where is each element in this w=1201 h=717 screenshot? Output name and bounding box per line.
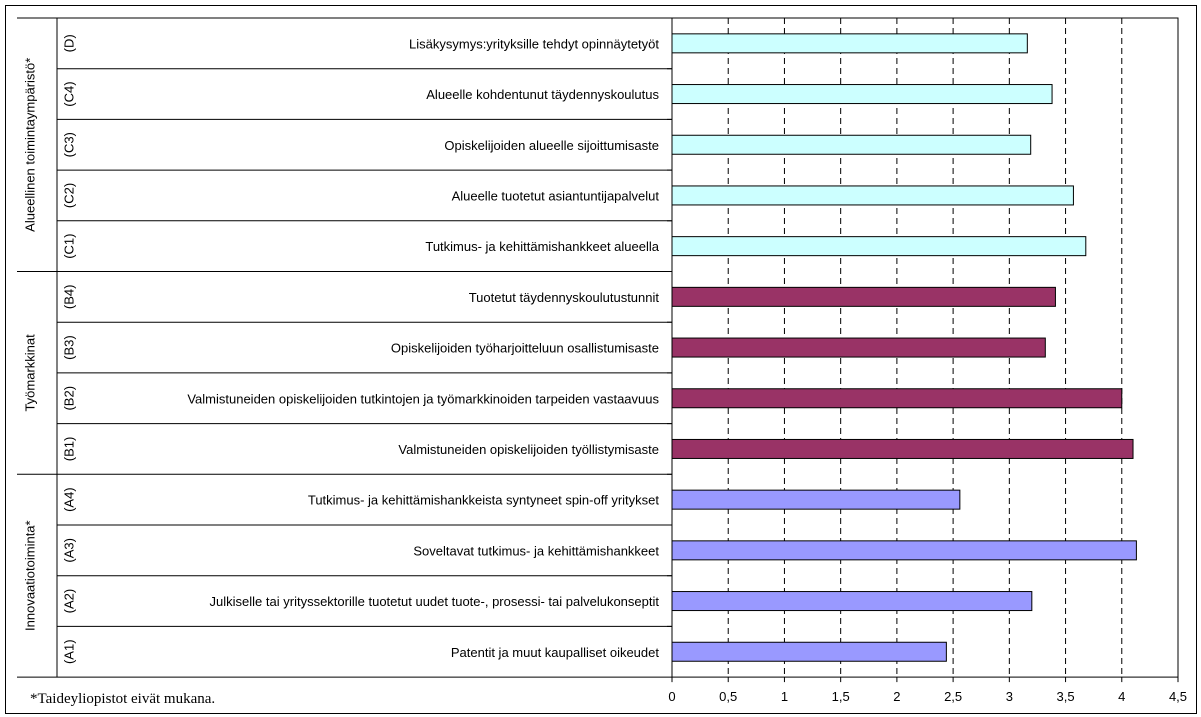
category-code: (A2): [61, 589, 76, 614]
footnote: *Taideyliopistot eivät mukana.: [30, 691, 215, 707]
x-tick-label: 2,5: [944, 689, 962, 704]
category-label: Lisäkysymys:yrityksille tehdyt opinnäyte…: [409, 36, 659, 51]
category-label: Julkiselle tai yrityssektorille tuotetut…: [210, 594, 660, 609]
bar: [671, 134, 1032, 155]
x-tick-label: 4,5: [1169, 689, 1187, 704]
category-code: (A4): [61, 487, 76, 512]
category-code: (C4): [61, 81, 76, 106]
category-label: Tutkimus- ja kehittämishankkeista syntyn…: [308, 493, 660, 508]
bar: [671, 438, 1134, 459]
x-axis-ticks: 0 0,5 1 1,5 2 2,5 3 3,5 4 4,5: [667, 17, 1187, 704]
category-label: Tutkimus- ja kehittämishankkeet alueella: [425, 239, 659, 254]
category-code: (C3): [61, 132, 76, 157]
bar: [671, 388, 1123, 409]
x-tick-label: 3,5: [1057, 689, 1075, 704]
bar: [671, 236, 1087, 257]
bar: [671, 185, 1074, 206]
category-code: (B2): [61, 386, 76, 411]
group-label: Työmarkkinat: [22, 334, 37, 412]
x-tick-label: 1,5: [832, 689, 850, 704]
category-label: Alueelle kohdentunut täydennyskoulutus: [426, 87, 659, 102]
category-label: Valmistuneiden opiskelijoiden tutkintoje…: [187, 391, 659, 406]
category-code: (C2): [61, 183, 76, 208]
category-label: Soveltavat tutkimus- ja kehittämishankke…: [413, 543, 659, 558]
x-tick-label: 4: [1118, 689, 1125, 704]
bar: [671, 489, 961, 510]
category-code: (A1): [61, 639, 76, 664]
category-label: Valmistuneiden opiskelijoiden työllistym…: [398, 442, 659, 457]
x-tick-label: 0: [668, 689, 675, 704]
bar: [671, 641, 947, 662]
bar: [671, 84, 1053, 105]
category-code: (B4): [61, 285, 76, 310]
bar: [671, 337, 1046, 358]
bar: [671, 286, 1056, 307]
bar: [671, 591, 1033, 612]
category-label: Opiskelijoiden työharjoitteluun osallist…: [391, 341, 659, 356]
category-label: Patentit ja muut kaupalliset oikeudet: [451, 645, 660, 660]
category-label: Tuotetut täydennyskoulutustunnit: [469, 290, 660, 305]
bar: [671, 33, 1028, 54]
bar: [671, 540, 1137, 561]
category-code: (A3): [61, 538, 76, 563]
bars: [671, 33, 1137, 662]
category-code: (D): [61, 34, 76, 52]
x-tick-label: 1: [781, 689, 788, 704]
category-table: Alueellinen toimintaympäristö* (D) Lisäkys…: [17, 17, 672, 678]
group-label: Innovaatiotoiminta*: [22, 520, 37, 631]
category-label: Opiskelijoiden alueelle sijoittumisaste: [444, 138, 659, 153]
x-tick-label: 0,5: [719, 689, 737, 704]
chart-frame: [5, 5, 1197, 714]
x-tick-label: 2: [893, 689, 900, 704]
category-code: (C1): [61, 234, 76, 259]
x-tick-label: 3: [1006, 689, 1013, 704]
category-code: (B3): [61, 335, 76, 360]
category-code: (B1): [61, 437, 76, 462]
group-label: Alueellinen toimintaympäristö*: [22, 58, 37, 232]
category-label: Alueelle tuotetut asiantuntijapalvelut: [452, 188, 660, 203]
